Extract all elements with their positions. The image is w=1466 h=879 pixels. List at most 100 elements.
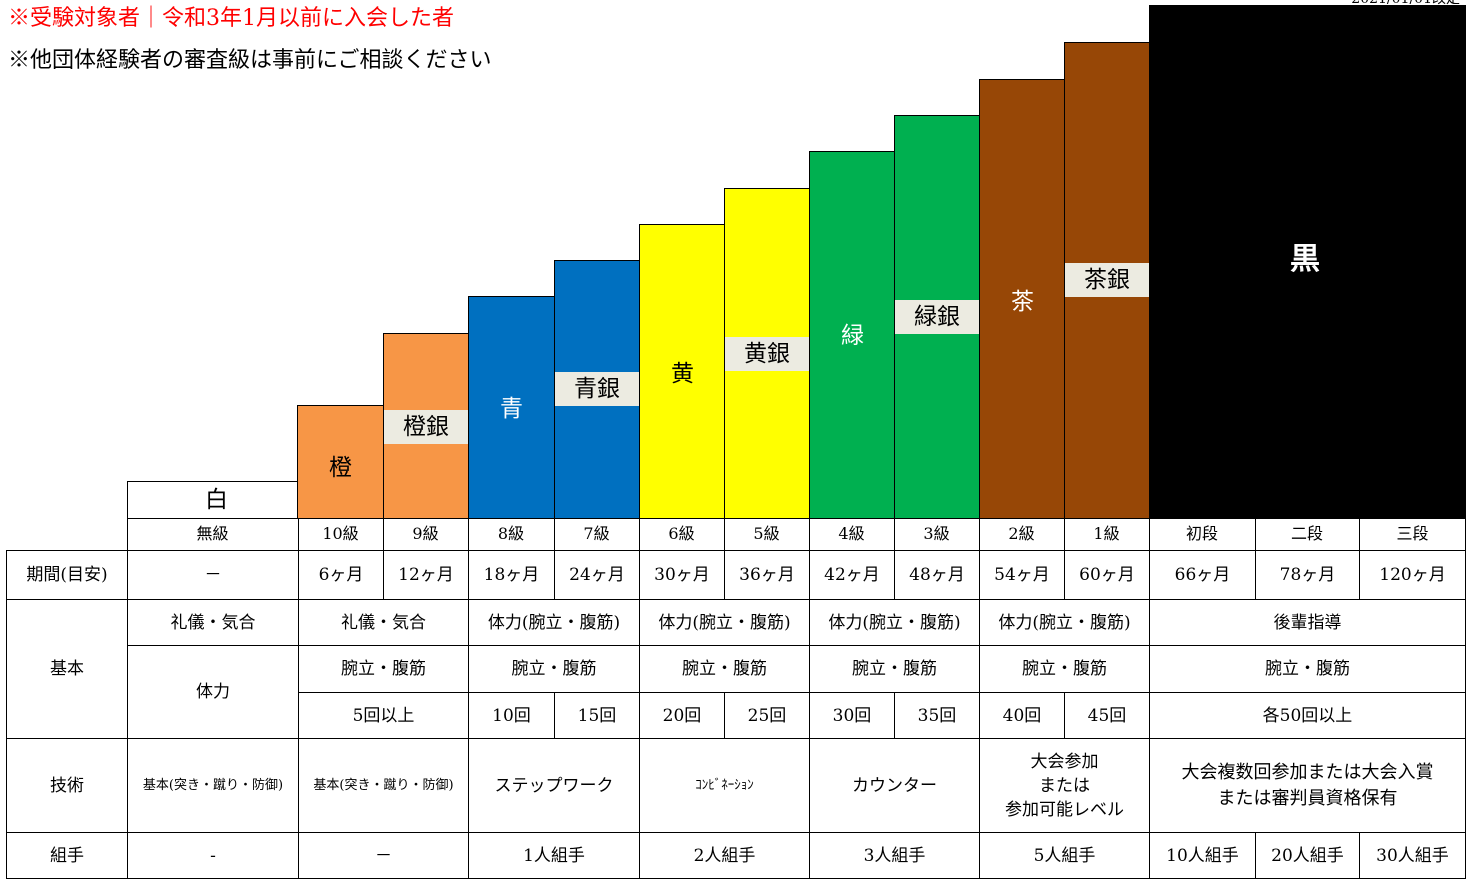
manners-cell: 体力(腕立・腹筋) <box>809 599 980 646</box>
period-cell: 66ヶ月 <box>1149 550 1256 600</box>
belt-brown: 茶 <box>979 79 1065 519</box>
period-cell: 30ヶ月 <box>639 550 725 600</box>
kumite-cell: 5人組手 <box>979 832 1150 879</box>
revision-date: 2021/01/01改定 <box>1351 0 1460 8</box>
belt-blue: 青 <box>468 296 555 519</box>
belt-black-label: 黒 <box>1290 242 1320 277</box>
exercise-cell: 腕立・腹筋 <box>809 645 980 693</box>
belt-green: 緑 <box>809 151 895 519</box>
rank-9kyu: 9級 <box>412 524 439 543</box>
belt-orange-label: 橙 <box>329 455 352 481</box>
black-requirement-line: または審判員資格保有 <box>1217 787 1398 809</box>
belt-brown-label: 茶 <box>1011 289 1034 315</box>
count-cell: 10回 <box>468 692 555 739</box>
belt-blue-silver: 青銀 <box>554 260 640 519</box>
kumite-row: 組手 - － 1人組手 2人組手 3人組手 5人組手 10人組手 20人組手 3… <box>6 832 1466 879</box>
belt-white: 白 <box>127 481 298 519</box>
exercise-cell: 腕立・腹筋 <box>1149 645 1466 693</box>
exercise-cell: 腕立・腹筋 <box>468 645 640 693</box>
kumite-cell: 3人組手 <box>809 832 980 879</box>
belt-blue-label: 青 <box>500 396 523 422</box>
black-requirement-line: 大会複数回参加または大会入賞 <box>1181 761 1434 783</box>
belt-orange-silver-label: 橙銀 <box>384 410 468 444</box>
belt-green-silver-label: 緑銀 <box>895 300 979 334</box>
count-cell: 各50回以上 <box>1149 692 1466 739</box>
technique-cell: 基本(突き・蹴り・防御) <box>127 738 299 833</box>
basic-header: 基本 <box>6 599 128 739</box>
tournament-line: 大会参加 <box>1030 751 1099 772</box>
technique-row: 技術 基本(突き・蹴り・防御) 基本(突き・蹴り・防御) ステップワーク ｺﾝﾋ… <box>6 738 1466 833</box>
fitness-cell: 体力 <box>127 645 299 739</box>
period-cell: 48ヶ月 <box>894 550 980 600</box>
belt-brown-silver-label: 茶銀 <box>1065 263 1149 297</box>
belt-brown-silver: 茶銀 <box>1064 42 1150 519</box>
period-cell: 42ヶ月 <box>809 550 895 600</box>
period-row: 期間(目安) － 6ヶ月 12ヶ月 18ヶ月 24ヶ月 30ヶ月 36ヶ月 42… <box>6 550 1466 600</box>
belt-yellow-label: 黄 <box>671 361 694 387</box>
manners-cell: 体力(腕立・腹筋) <box>639 599 810 646</box>
count-cell: 25回 <box>724 692 810 739</box>
technique-cell: ステップワーク <box>468 738 640 833</box>
exercise-cell: 腕立・腹筋 <box>979 645 1150 693</box>
period-cell: 120ヶ月 <box>1359 550 1466 600</box>
manners-cell: 体力(腕立・腹筋) <box>979 599 1150 646</box>
belt-green-silver: 緑銀 <box>894 115 980 519</box>
basic-manners-row: 基本 礼儀・気合 礼儀・気合 体力(腕立・腹筋) 体力(腕立・腹筋) 体力(腕立… <box>6 599 1466 739</box>
kumite-cell: 30人組手 <box>1359 832 1466 879</box>
count-cell: 45回 <box>1064 692 1150 739</box>
period-cell: － <box>127 550 299 600</box>
period-cell: 6ヶ月 <box>298 550 384 600</box>
period-cell: 78ヶ月 <box>1255 550 1360 600</box>
exercise-cell: 腕立・腹筋 <box>298 645 469 693</box>
kumite-cell: 10人組手 <box>1149 832 1256 879</box>
count-cell: 30回 <box>809 692 895 739</box>
rank-4kyu: 4級 <box>838 524 865 543</box>
kumite-header: 組手 <box>6 832 128 879</box>
basic-count-row: 5回以上 10回 15回 20回 25回 30回 35回 40回 45回 各50… <box>7 692 1466 739</box>
rank-mukyu: 無級 <box>196 524 229 543</box>
technique-cell: カウンター <box>809 738 980 833</box>
belt-white-label: 白 <box>205 487 228 513</box>
basic-exercise-row: 体力 腕立・腹筋 腕立・腹筋 腕立・腹筋 腕立・腹筋 腕立・腹筋 腕立・腹筋 <box>7 645 1466 739</box>
rank-1kyu: 1級 <box>1093 524 1120 543</box>
rank-sandan: 三段 <box>1396 524 1429 543</box>
rank-7kyu: 7級 <box>583 524 610 543</box>
belt-green-label: 緑 <box>841 323 864 349</box>
count-cell: 20回 <box>639 692 725 739</box>
rank-shodan: 初段 <box>1185 524 1218 543</box>
manners-cell: 体力(腕立・腹筋) <box>468 599 640 646</box>
rank-6kyu: 6級 <box>668 524 695 543</box>
belt-orange-silver: 橙銀 <box>383 333 469 519</box>
exercise-cell: 腕立・腹筋 <box>639 645 810 693</box>
manners-cell: 後輩指導 <box>1149 599 1466 646</box>
technique-cell: 基本(突き・蹴り・防御) <box>298 738 469 833</box>
belt-yellow-silver-label: 黄銀 <box>725 337 809 371</box>
kumite-cell: － <box>298 832 469 879</box>
belt-black: 黒 <box>1149 5 1466 519</box>
technique-tournament-cell: 大会参加 または 参加可能レベル <box>979 738 1150 833</box>
eligibility-note: ※受験対象者｜令和3年1月以前に入会した者 <box>8 6 454 31</box>
period-cell: 54ヶ月 <box>979 550 1065 600</box>
requirements-table: 期間(目安) － 6ヶ月 12ヶ月 18ヶ月 24ヶ月 30ヶ月 36ヶ月 42… <box>6 550 1466 879</box>
period-cell: 24ヶ月 <box>554 550 640 600</box>
manners-cell: 礼儀・気合 <box>298 599 469 646</box>
count-cell: 40回 <box>979 692 1065 739</box>
belt-blue-silver-label: 青銀 <box>555 372 639 406</box>
count-cell: 15回 <box>554 692 640 739</box>
period-cell: 36ヶ月 <box>724 550 810 600</box>
belt-yellow: 黄 <box>639 224 725 519</box>
period-cell: 18ヶ月 <box>468 550 555 600</box>
count-cell: 5回以上 <box>298 692 469 739</box>
kumite-cell: 2人組手 <box>639 832 810 879</box>
belt-yellow-silver: 黄銀 <box>724 188 810 519</box>
kumite-cell: - <box>127 832 299 879</box>
rank-nidan: 二段 <box>1290 524 1323 543</box>
rank-2kyu: 2級 <box>1008 524 1035 543</box>
rank-3kyu: 3級 <box>923 524 950 543</box>
technique-header: 技術 <box>6 738 128 833</box>
tournament-line: または <box>1039 775 1090 796</box>
kumite-cell: 1人組手 <box>468 832 640 879</box>
period-header: 期間(目安) <box>6 550 128 600</box>
rank-8kyu: 8級 <box>497 524 525 543</box>
manners-cell: 礼儀・気合 <box>127 599 299 646</box>
